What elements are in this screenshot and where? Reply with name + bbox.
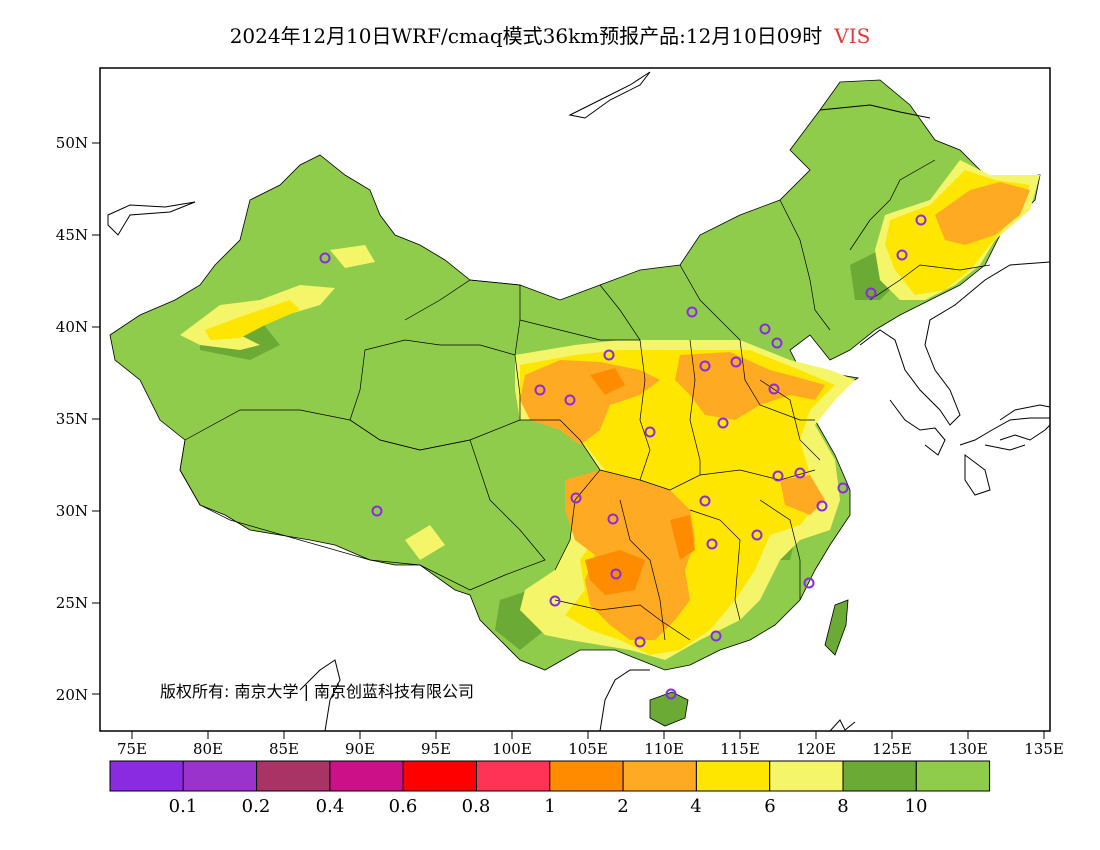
lon-label: 110E <box>644 740 684 758</box>
legend-color-box <box>622 760 697 792</box>
legend-color-box <box>182 760 258 792</box>
dark-orange-spots <box>585 368 695 595</box>
lon-label: 130E <box>948 740 988 758</box>
lat-label: 30N <box>56 502 88 520</box>
legend-label: 2 <box>617 796 628 817</box>
taiwan-island <box>824 599 849 656</box>
lon-label: 115E <box>720 740 760 758</box>
lon-label: 85E <box>269 740 299 758</box>
legend-labels: 0.1 0.2 0.4 0.6 0.8 1 2 4 6 8 10 <box>169 796 928 817</box>
copyright-text: 版权所有: 南京大学 | 南京创蓝科技有限公司 <box>160 682 474 701</box>
lat-label: 45N <box>56 226 88 244</box>
map-content: 版权所有: 南京大学 | 南京创蓝科技有限公司 <box>107 71 1050 731</box>
legend-color-box <box>695 760 771 792</box>
lat-label: 50N <box>56 134 88 152</box>
legend-color-box <box>256 760 331 792</box>
legend-color-box <box>915 760 991 792</box>
legend-color-box <box>476 760 551 792</box>
legend-label: 8 <box>837 796 848 817</box>
legend-color-box <box>842 760 917 792</box>
lat-label: 20N <box>56 686 88 704</box>
legend-label: 0.2 <box>242 796 271 817</box>
legend-color-box <box>769 760 844 792</box>
legend-colorbar <box>109 760 991 792</box>
legend-color-box <box>329 760 404 792</box>
station-markers <box>319 214 927 700</box>
legend-label: 0.4 <box>316 796 345 817</box>
lon-labels: 75E 80E 85E 90E 95E 100E 105E 110E 115E … <box>117 740 1064 758</box>
lon-label: 125E <box>872 740 912 758</box>
lat-label: 25N <box>56 594 88 612</box>
legend-label: 6 <box>764 796 775 817</box>
map-title: 2024年12月10日WRF/cmaq模式36km预报产品:12月10日09时 V… <box>0 20 1100 49</box>
title-text: 2024年12月10日WRF/cmaq模式36km预报产品:12月10日09时 <box>229 24 823 48</box>
hainan-island <box>649 691 689 727</box>
legend-label: 10 <box>905 796 928 817</box>
neighbor-outlines <box>107 71 1050 731</box>
lon-label: 75E <box>117 740 147 758</box>
lon-label: 100E <box>492 740 532 758</box>
legend-color-box <box>402 760 478 792</box>
legend-color-box <box>549 760 624 792</box>
province-boundaries <box>179 159 991 641</box>
lat-label: 40N <box>56 318 88 336</box>
legend-color-box <box>109 760 184 792</box>
lon-label: 135E <box>1024 740 1064 758</box>
legend-label: 0.6 <box>389 796 418 817</box>
lon-label: 120E <box>796 740 836 758</box>
lon-label: 80E <box>193 740 223 758</box>
lon-label: 105E <box>568 740 608 758</box>
axis-ticks <box>92 142 1045 739</box>
lat-labels: 50N 45N 40N 35N 30N 25N 20N <box>56 134 88 704</box>
lon-label: 90E <box>345 740 375 758</box>
lat-label: 35N <box>56 410 88 428</box>
legend-label: 0.8 <box>462 796 491 817</box>
variable-label: VIS <box>834 24 871 48</box>
lon-label: 95E <box>421 740 451 758</box>
legend-label: 4 <box>690 796 701 817</box>
legend-label: 0.1 <box>169 796 198 817</box>
legend-label: 1 <box>544 796 555 817</box>
